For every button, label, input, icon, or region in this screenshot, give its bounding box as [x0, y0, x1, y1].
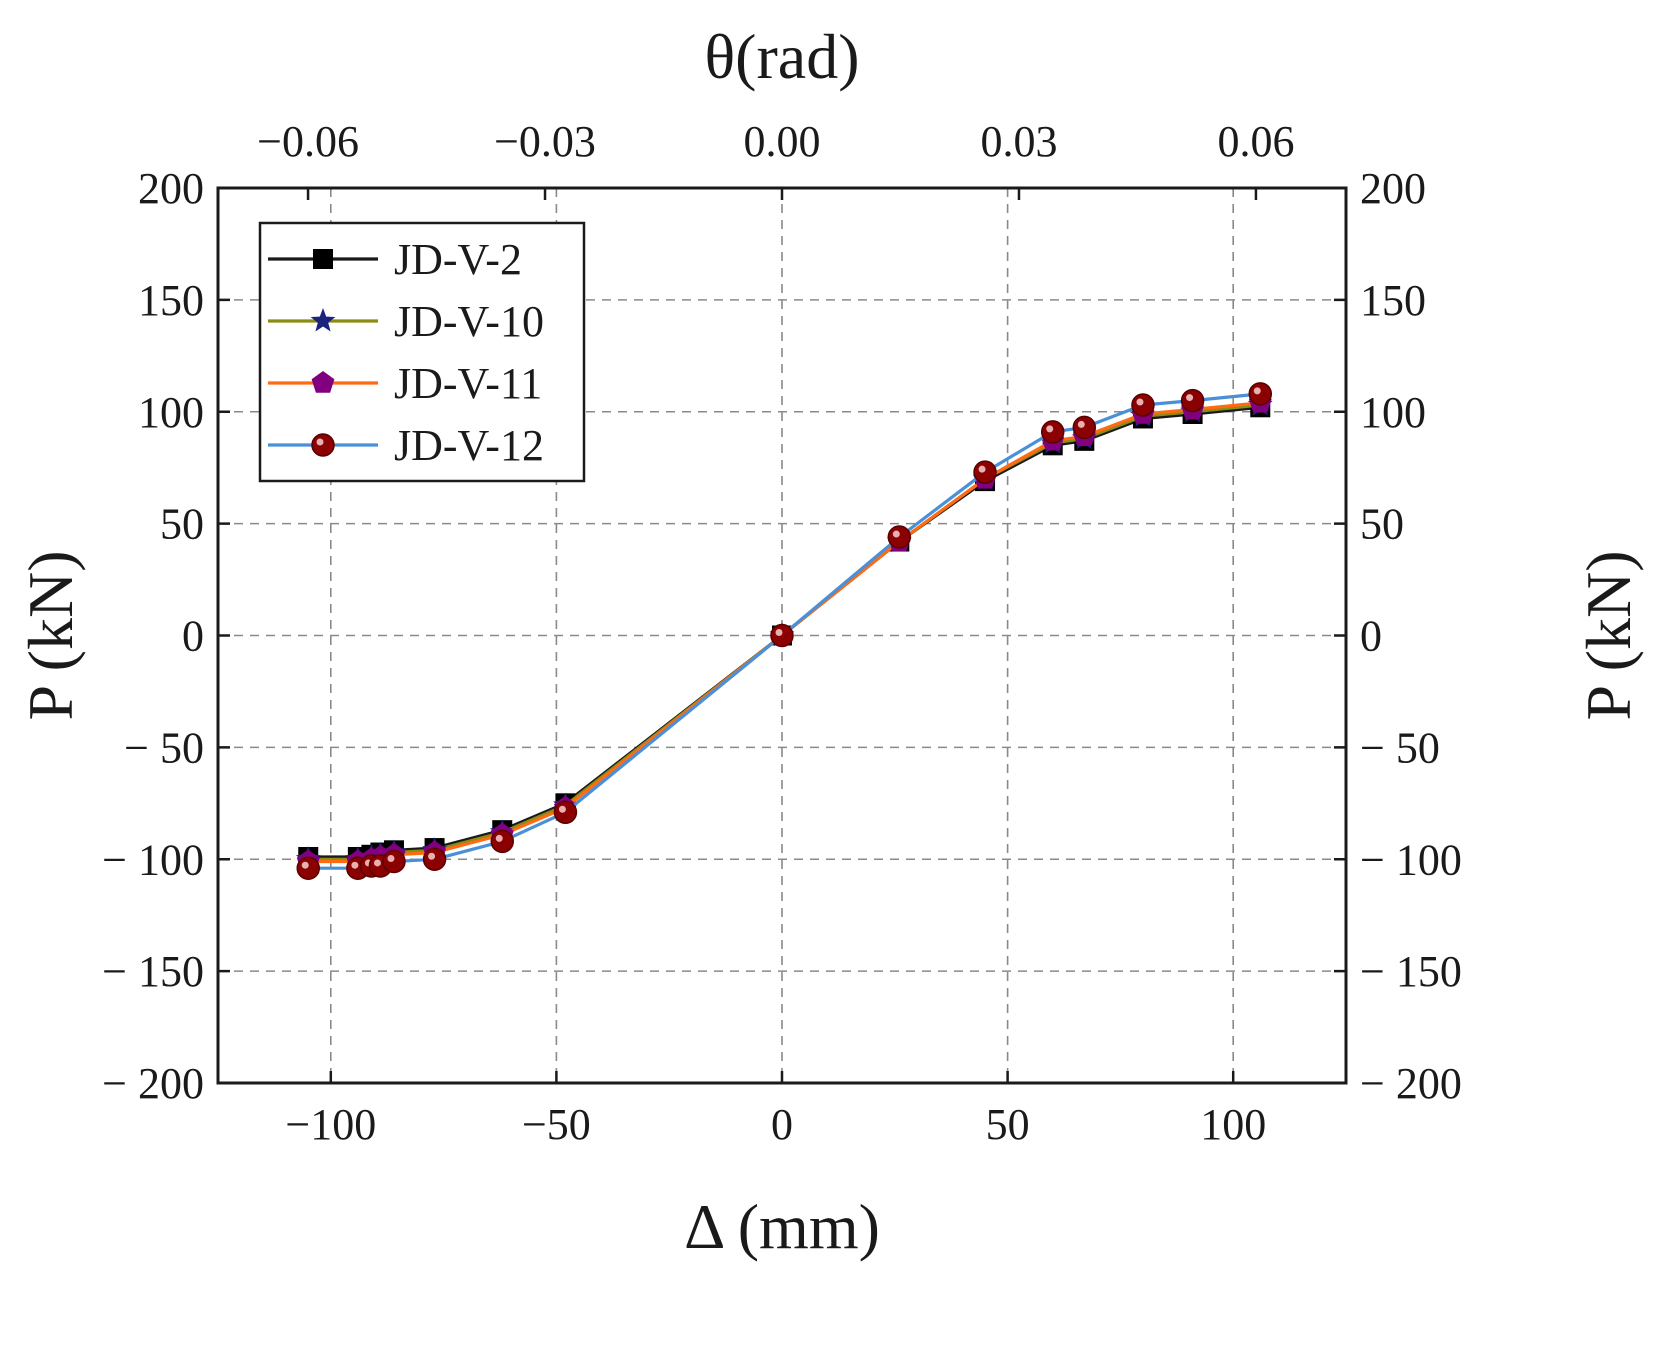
y-tick-label: 50: [160, 500, 204, 549]
data-point-circle: [1180, 388, 1205, 413]
marker-highlight: [316, 438, 324, 446]
right-y-tick-label: − 150: [1360, 947, 1462, 996]
marker-highlight: [301, 861, 309, 869]
legend-marker-star: [310, 308, 336, 332]
data-point-circle: [1248, 382, 1273, 406]
y-tick-label: − 200: [102, 1059, 204, 1108]
marker-highlight: [387, 854, 395, 862]
legend-label: JD-V-12: [394, 421, 544, 470]
marker-highlight: [1077, 420, 1085, 428]
marker-highlight: [892, 530, 900, 538]
marker-body: [973, 460, 997, 484]
y-axis-title: P (kN): [15, 550, 86, 720]
right-y-tick-label: − 100: [1360, 835, 1462, 884]
legend-marker-pentagon: [311, 371, 335, 393]
data-point-circle: [553, 800, 578, 825]
y-tick-label: 100: [138, 388, 204, 437]
marker-body: [1131, 393, 1155, 417]
tick-layer: −100 −50 0 50 100 −0.06 −0.03 0.00 0.03 0.06 200 20…: [102, 117, 1462, 1149]
top-tick-label: 0.00: [744, 117, 821, 166]
marker-body: [422, 847, 447, 871]
y-tick-label: − 150: [102, 947, 204, 996]
marker-highlight: [428, 852, 436, 860]
marker-body: [770, 623, 794, 648]
data-point-circle: [422, 847, 447, 871]
x-tick-label: −100: [285, 1100, 376, 1149]
x-tick-label: 50: [986, 1100, 1030, 1149]
x-axis-title: Δ (mm): [684, 1191, 880, 1262]
top-tick-label: −0.06: [257, 117, 359, 166]
right-y-tick-label: 50: [1360, 500, 1404, 549]
y-tick-label: − 100: [102, 835, 204, 884]
marker-highlight: [1046, 425, 1054, 433]
data-point-circle: [296, 856, 320, 880]
y-tick-label: − 50: [124, 723, 204, 772]
data-point-circle: [770, 623, 794, 648]
marker-body: [382, 849, 406, 874]
marker-highlight: [1186, 394, 1194, 402]
data-point-circle: [973, 460, 997, 484]
top-tick-label: 0.03: [980, 117, 1057, 166]
marker-body: [296, 856, 320, 880]
top-tick-label: 0.06: [1217, 117, 1294, 166]
data-point-circle: [1040, 420, 1065, 444]
x-tick-label: −50: [522, 1100, 591, 1149]
right-y-tick-label: 100: [1360, 388, 1426, 437]
series-layer: [295, 382, 1273, 880]
marker-body: [1040, 420, 1065, 444]
marker-highlight: [1136, 398, 1144, 406]
right-y-tick-label: 200: [1360, 164, 1426, 213]
right-y-tick-label: − 200: [1360, 1059, 1462, 1108]
data-point-circle: [1072, 415, 1097, 440]
marker-highlight: [1253, 387, 1261, 395]
marker-highlight: [978, 465, 986, 473]
marker-body: [887, 525, 912, 549]
y-tick-label: 200: [138, 164, 204, 213]
legend: JD-V-2 JD-V-10 JD-V-11 JD-V-12: [258, 221, 586, 483]
y-tick-label: 150: [138, 276, 204, 325]
marker-body: [553, 800, 578, 825]
marker-highlight: [558, 805, 566, 813]
right-y-tick-label: 150: [1360, 276, 1426, 325]
marker-body: [1248, 382, 1273, 406]
x-tick-label: 0: [771, 1100, 793, 1149]
legend-label: JD-V-2: [394, 235, 522, 284]
marker-highlight: [495, 834, 503, 842]
top-axis-title: θ(rad): [705, 21, 860, 92]
marker-body: [311, 433, 335, 457]
top-tick-label: −0.03: [494, 117, 596, 166]
legend-label: JD-V-10: [394, 297, 544, 346]
marker-body: [1180, 388, 1205, 413]
right-y-tick-label: − 50: [1360, 723, 1440, 772]
marker-body: [490, 829, 515, 854]
legend-marker-circle: [311, 433, 335, 457]
series-jd-v-12: [296, 382, 1273, 880]
data-point-circle: [887, 525, 912, 549]
legend-marker-square: [313, 249, 333, 269]
right-y-tick-label: 0: [1360, 612, 1382, 661]
x-tick-label: 100: [1200, 1100, 1266, 1149]
marker-body: [1072, 415, 1097, 440]
marker-highlight: [351, 861, 359, 869]
data-point-circle: [382, 849, 406, 874]
data-point-circle: [490, 829, 515, 854]
legend-label: JD-V-11: [394, 359, 542, 408]
data-point-circle: [1131, 393, 1155, 417]
y-tick-label: 0: [182, 612, 204, 661]
marker-highlight: [775, 629, 783, 636]
marker-highlight: [373, 859, 381, 867]
right-y-axis-title: P (kN): [1573, 550, 1644, 720]
